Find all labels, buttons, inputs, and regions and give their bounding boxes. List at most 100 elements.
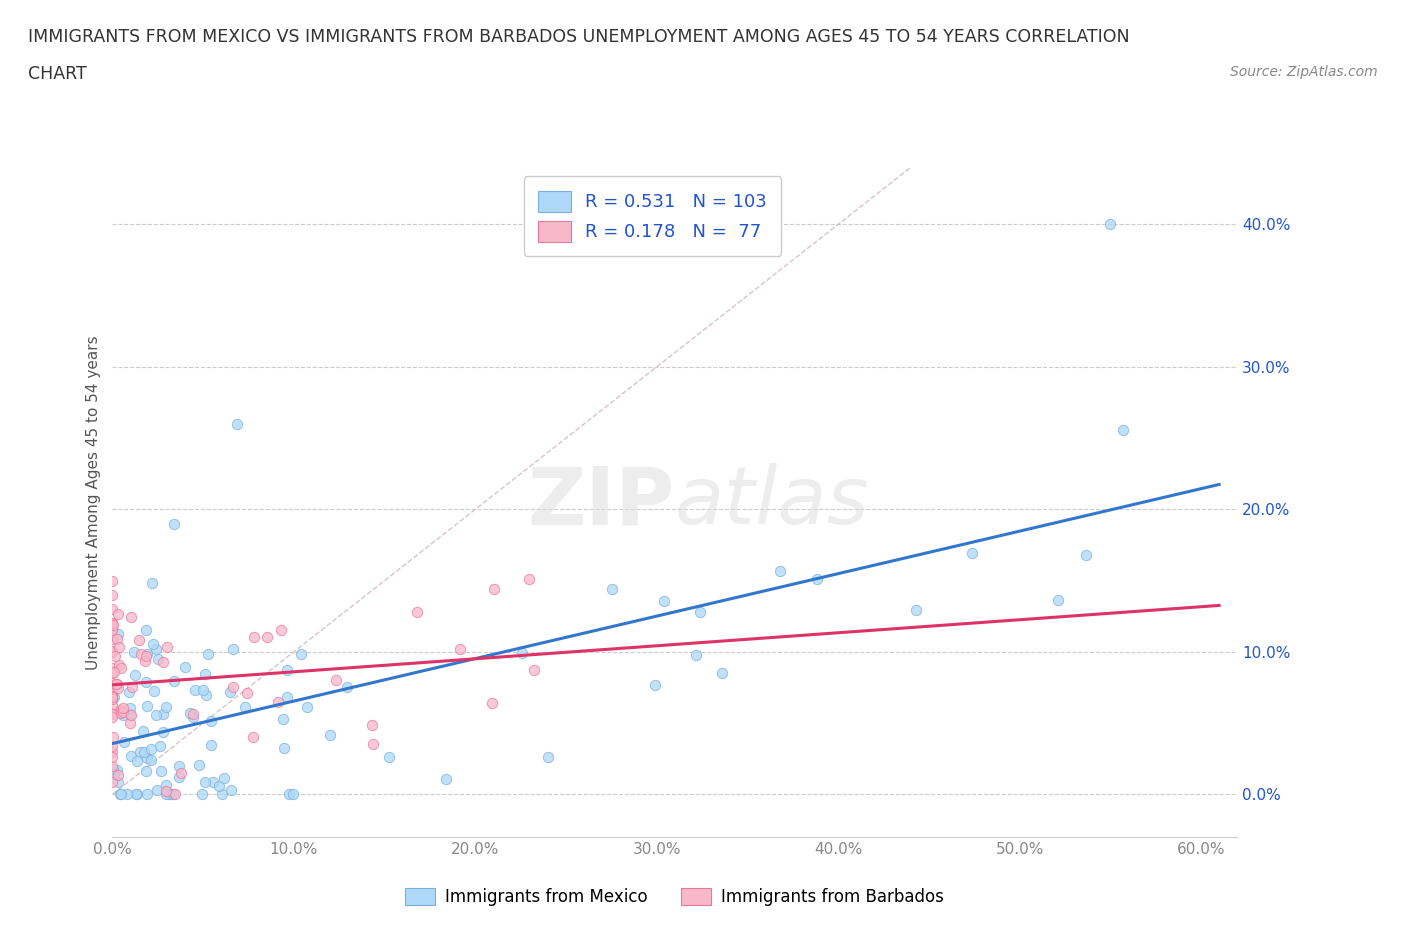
- Point: [141, 575, 163, 590]
- Point: [132, 745, 155, 760]
- Point: [276, 662, 298, 677]
- Point: [101, 738, 124, 753]
- Point: [118, 684, 141, 699]
- Point: [101, 706, 124, 721]
- Point: [148, 738, 170, 753]
- Point: [194, 666, 217, 681]
- Point: [181, 710, 204, 724]
- Point: [267, 695, 290, 710]
- Point: [135, 674, 157, 689]
- Point: [685, 647, 707, 662]
- Point: [120, 715, 142, 730]
- Point: [101, 686, 124, 701]
- Point: [184, 683, 207, 698]
- Point: [101, 666, 124, 681]
- Point: [165, 787, 187, 802]
- Point: [194, 775, 217, 790]
- Point: [148, 651, 170, 666]
- Point: [537, 750, 560, 764]
- Point: [103, 665, 125, 680]
- Point: [101, 616, 124, 631]
- Point: [152, 724, 174, 739]
- Legend: R = 0.531   N = 103, R = 0.178   N =  77: R = 0.531 N = 103, R = 0.178 N = 77: [523, 177, 782, 256]
- Point: [644, 677, 666, 692]
- Point: [107, 627, 129, 642]
- Point: [112, 735, 135, 750]
- Point: [484, 581, 506, 596]
- Point: [167, 769, 190, 784]
- Point: [162, 516, 184, 531]
- Point: [212, 771, 235, 786]
- Point: [181, 706, 204, 721]
- Point: [211, 787, 233, 802]
- Point: [200, 737, 222, 752]
- Point: [145, 642, 167, 657]
- Point: [108, 787, 131, 802]
- Point: [101, 775, 124, 790]
- Point: [136, 787, 159, 802]
- Point: [167, 758, 190, 773]
- Point: [110, 703, 132, 718]
- Point: [101, 689, 124, 704]
- Point: [162, 787, 184, 802]
- Point: [512, 645, 534, 660]
- Point: [233, 699, 256, 714]
- Point: [806, 571, 828, 586]
- Point: [101, 698, 124, 712]
- Point: [242, 729, 264, 744]
- Legend: Immigrants from Mexico, Immigrants from Barbados: Immigrants from Mexico, Immigrants from …: [399, 881, 950, 912]
- Point: [135, 622, 157, 637]
- Point: [107, 681, 129, 696]
- Point: [336, 680, 359, 695]
- Point: [219, 783, 242, 798]
- Point: [523, 663, 546, 678]
- Point: [449, 642, 471, 657]
- Point: [378, 750, 401, 764]
- Point: [187, 757, 209, 772]
- Point: [146, 782, 169, 797]
- Point: [136, 751, 159, 765]
- Point: [125, 787, 148, 802]
- Point: [222, 642, 245, 657]
- Point: [135, 699, 157, 714]
- Point: [104, 648, 127, 663]
- Point: [111, 708, 134, 723]
- Point: [193, 682, 215, 697]
- Point: [101, 602, 124, 617]
- Point: [155, 787, 177, 802]
- Point: [128, 632, 150, 647]
- Point: [101, 588, 124, 603]
- Point: [101, 730, 124, 745]
- Point: [243, 630, 266, 644]
- Text: ZIP: ZIP: [527, 463, 675, 541]
- Point: [155, 777, 177, 792]
- Point: [960, 545, 983, 560]
- Point: [519, 572, 541, 587]
- Point: [103, 690, 125, 705]
- Point: [208, 778, 231, 793]
- Point: [107, 677, 129, 692]
- Point: [120, 610, 142, 625]
- Point: [127, 754, 149, 769]
- Point: [278, 787, 301, 802]
- Point: [110, 705, 132, 720]
- Point: [101, 617, 124, 631]
- Y-axis label: Unemployment Among Ages 45 to 54 years: Unemployment Among Ages 45 to 54 years: [86, 335, 101, 670]
- Point: [118, 707, 141, 722]
- Point: [132, 724, 155, 738]
- Point: [134, 654, 156, 669]
- Point: [101, 762, 124, 777]
- Point: [124, 667, 146, 682]
- Point: [139, 741, 162, 756]
- Point: [225, 417, 247, 432]
- Point: [276, 690, 298, 705]
- Point: [101, 688, 124, 703]
- Point: [235, 685, 257, 700]
- Point: [122, 644, 145, 659]
- Point: [107, 774, 129, 789]
- Point: [104, 677, 127, 692]
- Point: [143, 684, 166, 699]
- Point: [101, 750, 124, 764]
- Point: [107, 607, 129, 622]
- Point: [194, 688, 217, 703]
